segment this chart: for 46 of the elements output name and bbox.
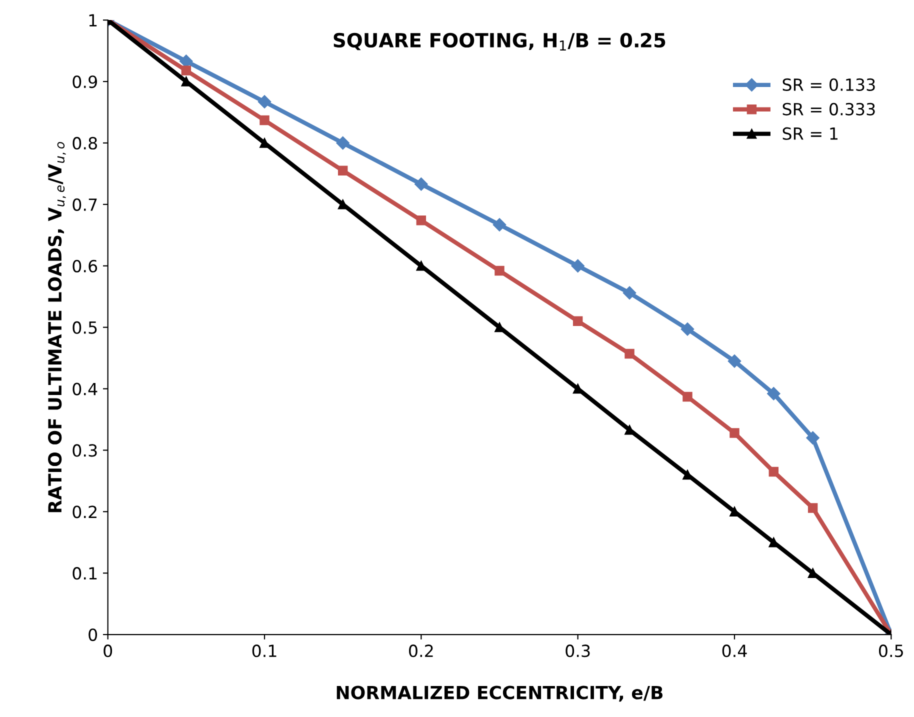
text: SQUARE FOOTING, H$_{1}$/B = 0.25 [334, 32, 666, 50]
y-tick-label: 0.2 [72, 506, 96, 518]
legend-label: SR = 0.133 [782, 78, 875, 91]
x-axis-title: NORMALIZED ECCENTRICITY, e/B [336, 686, 663, 702]
y-tick-label: 0.9 [72, 75, 97, 88]
x-tick-label: 0.3 [566, 644, 590, 658]
y-tick-label: 0.5 [72, 321, 97, 334]
point [416, 216, 426, 226]
legend-label: SR = 0.333 [782, 102, 875, 116]
point [806, 431, 820, 445]
point [336, 136, 350, 150]
point [572, 316, 583, 326]
point [571, 259, 584, 272]
point [682, 470, 692, 480]
x-tick-label: 0.5 [878, 644, 903, 658]
point [680, 322, 694, 336]
point [728, 354, 742, 368]
y-tick-label: 0.3 [72, 444, 97, 457]
point [624, 348, 634, 359]
point [414, 178, 428, 191]
x-tick-label: 0.1 [252, 644, 276, 658]
x-tick-label: 0 [104, 644, 112, 658]
y-axis-title: RATIO OF ULTIMATE LOADS, V$_{u,e}$/V$_{u,o}$ [48, 142, 66, 512]
point [768, 466, 779, 477]
point [260, 115, 270, 126]
point [338, 166, 348, 176]
point [181, 66, 192, 76]
y-tick-label: 0.7 [72, 198, 97, 211]
point [767, 387, 780, 400]
y-tick-label: 0 [88, 628, 98, 642]
y-tick-label: 0.4 [72, 382, 98, 396]
legend-label: SR = 1 [782, 127, 838, 140]
y-tick-label: 0.8 [72, 136, 97, 150]
point [180, 54, 193, 68]
point [622, 286, 636, 300]
point [808, 503, 818, 513]
point [494, 266, 504, 276]
x-tick-label: 0.4 [722, 644, 747, 658]
point [492, 218, 506, 232]
y-tick-label: 0.6 [72, 260, 98, 272]
point [730, 428, 740, 438]
point [258, 95, 272, 108]
point [682, 392, 692, 402]
x-tick-label: 0.2 [409, 644, 433, 658]
y-tick-label: 0.1 [72, 567, 97, 580]
y-tick-label: 1 [89, 14, 97, 26]
